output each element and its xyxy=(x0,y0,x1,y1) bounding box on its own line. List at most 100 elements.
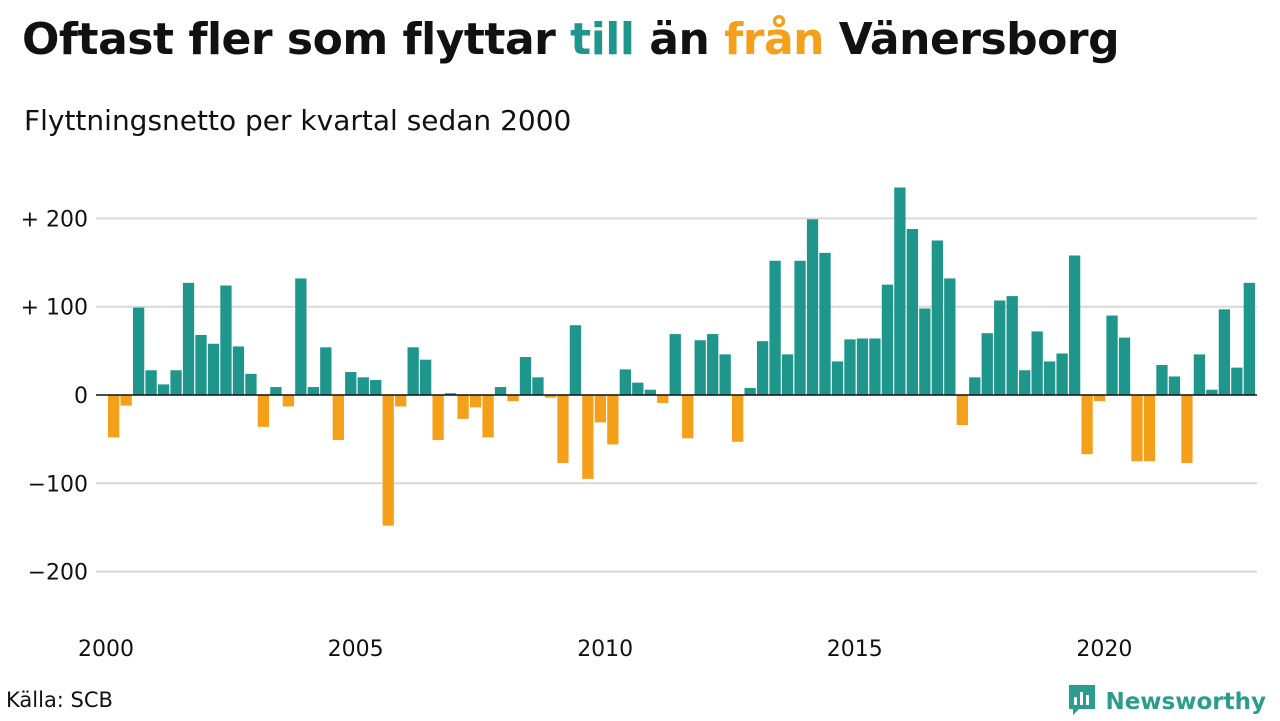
bar xyxy=(557,395,569,463)
bar xyxy=(1131,395,1143,462)
bar xyxy=(332,395,344,441)
bar xyxy=(1156,364,1168,395)
bar xyxy=(657,395,669,403)
bar xyxy=(956,395,968,426)
bar xyxy=(370,379,382,395)
bar xyxy=(532,377,544,395)
bar xyxy=(1193,354,1206,395)
bar xyxy=(569,325,582,395)
bar xyxy=(120,395,132,406)
bar xyxy=(881,284,894,395)
x-tick-label: 2010 xyxy=(577,637,633,662)
bar xyxy=(669,334,681,395)
bar xyxy=(232,346,245,395)
bar xyxy=(944,278,956,395)
bar xyxy=(919,308,931,395)
bar xyxy=(357,377,369,395)
source-note: Källa: SCB xyxy=(6,688,113,712)
bar-chart: + 200 + 100 0 −100 −200 2000 2005 2010 2015 2020 xyxy=(21,187,1257,662)
y-tick-label: 0 xyxy=(74,384,88,409)
bar xyxy=(1168,376,1181,395)
bar xyxy=(1044,361,1056,395)
bar xyxy=(157,384,170,395)
bar xyxy=(906,228,919,395)
bar xyxy=(245,373,257,395)
bar xyxy=(819,252,831,395)
bar xyxy=(931,240,943,395)
bar xyxy=(1218,309,1231,395)
y-axis-labels: + 200 + 100 0 −100 −200 xyxy=(21,207,88,585)
bars xyxy=(108,187,1255,526)
gridlines xyxy=(96,217,1257,573)
bar xyxy=(170,370,182,395)
bar xyxy=(694,340,706,395)
bar xyxy=(444,393,457,395)
y-tick-label: + 100 xyxy=(21,296,88,321)
bar xyxy=(769,260,781,395)
bar xyxy=(756,341,769,395)
bar xyxy=(207,343,220,395)
x-tick-label: 2015 xyxy=(827,637,883,662)
bar xyxy=(806,219,819,395)
bar xyxy=(108,395,120,438)
bar xyxy=(844,339,856,395)
bar xyxy=(1031,331,1043,395)
bar xyxy=(132,307,145,395)
y-tick-label: −100 xyxy=(28,472,88,497)
bar xyxy=(1231,367,1243,395)
bar xyxy=(482,395,494,438)
x-tick-label: 2020 xyxy=(1076,637,1132,662)
title-text: Vänersborg xyxy=(823,14,1120,65)
x-axis-labels: 2000 2005 2010 2015 2020 xyxy=(78,637,1132,662)
x-tick-label: 2005 xyxy=(328,637,384,662)
bar xyxy=(594,395,607,423)
bar xyxy=(994,300,1006,395)
brand-name: Newsworthy xyxy=(1105,689,1266,715)
bar xyxy=(856,338,869,395)
chart-title: Oftast fler som flyttar till än från Vän… xyxy=(22,14,1120,65)
bar xyxy=(969,377,981,395)
bar xyxy=(382,395,394,526)
chart-logo-icon xyxy=(1067,683,1097,721)
bar xyxy=(732,395,744,442)
title-till-highlight: till xyxy=(570,14,635,65)
brand-logo[interactable]: Newsworthy xyxy=(1067,684,1266,720)
title-fran-highlight: från xyxy=(724,14,824,65)
bar xyxy=(469,395,482,408)
bar xyxy=(619,369,631,395)
bar xyxy=(432,395,444,441)
bar xyxy=(457,395,469,419)
bar xyxy=(519,357,532,395)
bar xyxy=(345,372,357,395)
bar xyxy=(420,359,432,395)
bar xyxy=(295,278,307,395)
bar xyxy=(195,334,207,395)
bar xyxy=(644,389,656,395)
bar xyxy=(744,387,756,395)
bar xyxy=(407,347,419,395)
bar xyxy=(1068,255,1081,395)
bar xyxy=(582,395,594,479)
bar xyxy=(719,354,731,395)
bar xyxy=(1106,315,1118,395)
title-text: Oftast fler som flyttar xyxy=(22,14,571,65)
bar xyxy=(1056,353,1068,395)
bar xyxy=(1181,395,1193,463)
bar xyxy=(257,395,270,427)
bar xyxy=(544,395,557,398)
y-tick-label: −200 xyxy=(28,561,88,586)
bar xyxy=(1019,370,1031,395)
bar xyxy=(1081,395,1093,455)
bar xyxy=(1206,389,1218,395)
bar xyxy=(395,395,407,407)
bar xyxy=(781,354,794,395)
bar xyxy=(632,382,644,395)
bar xyxy=(145,370,157,395)
chart-subtitle: Flyttningsnetto per kvartal sedan 2000 xyxy=(24,104,572,137)
bar xyxy=(682,395,694,439)
bar xyxy=(831,361,844,395)
bar xyxy=(1243,282,1255,395)
bar xyxy=(707,334,719,395)
bar xyxy=(1006,296,1018,395)
bar xyxy=(1143,395,1156,462)
